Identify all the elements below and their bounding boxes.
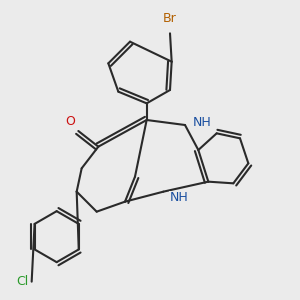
Text: Br: Br [163,12,177,25]
Text: NH: NH [193,116,211,128]
Text: O: O [65,115,75,128]
Text: Cl: Cl [16,275,29,288]
Text: NH: NH [169,191,188,204]
